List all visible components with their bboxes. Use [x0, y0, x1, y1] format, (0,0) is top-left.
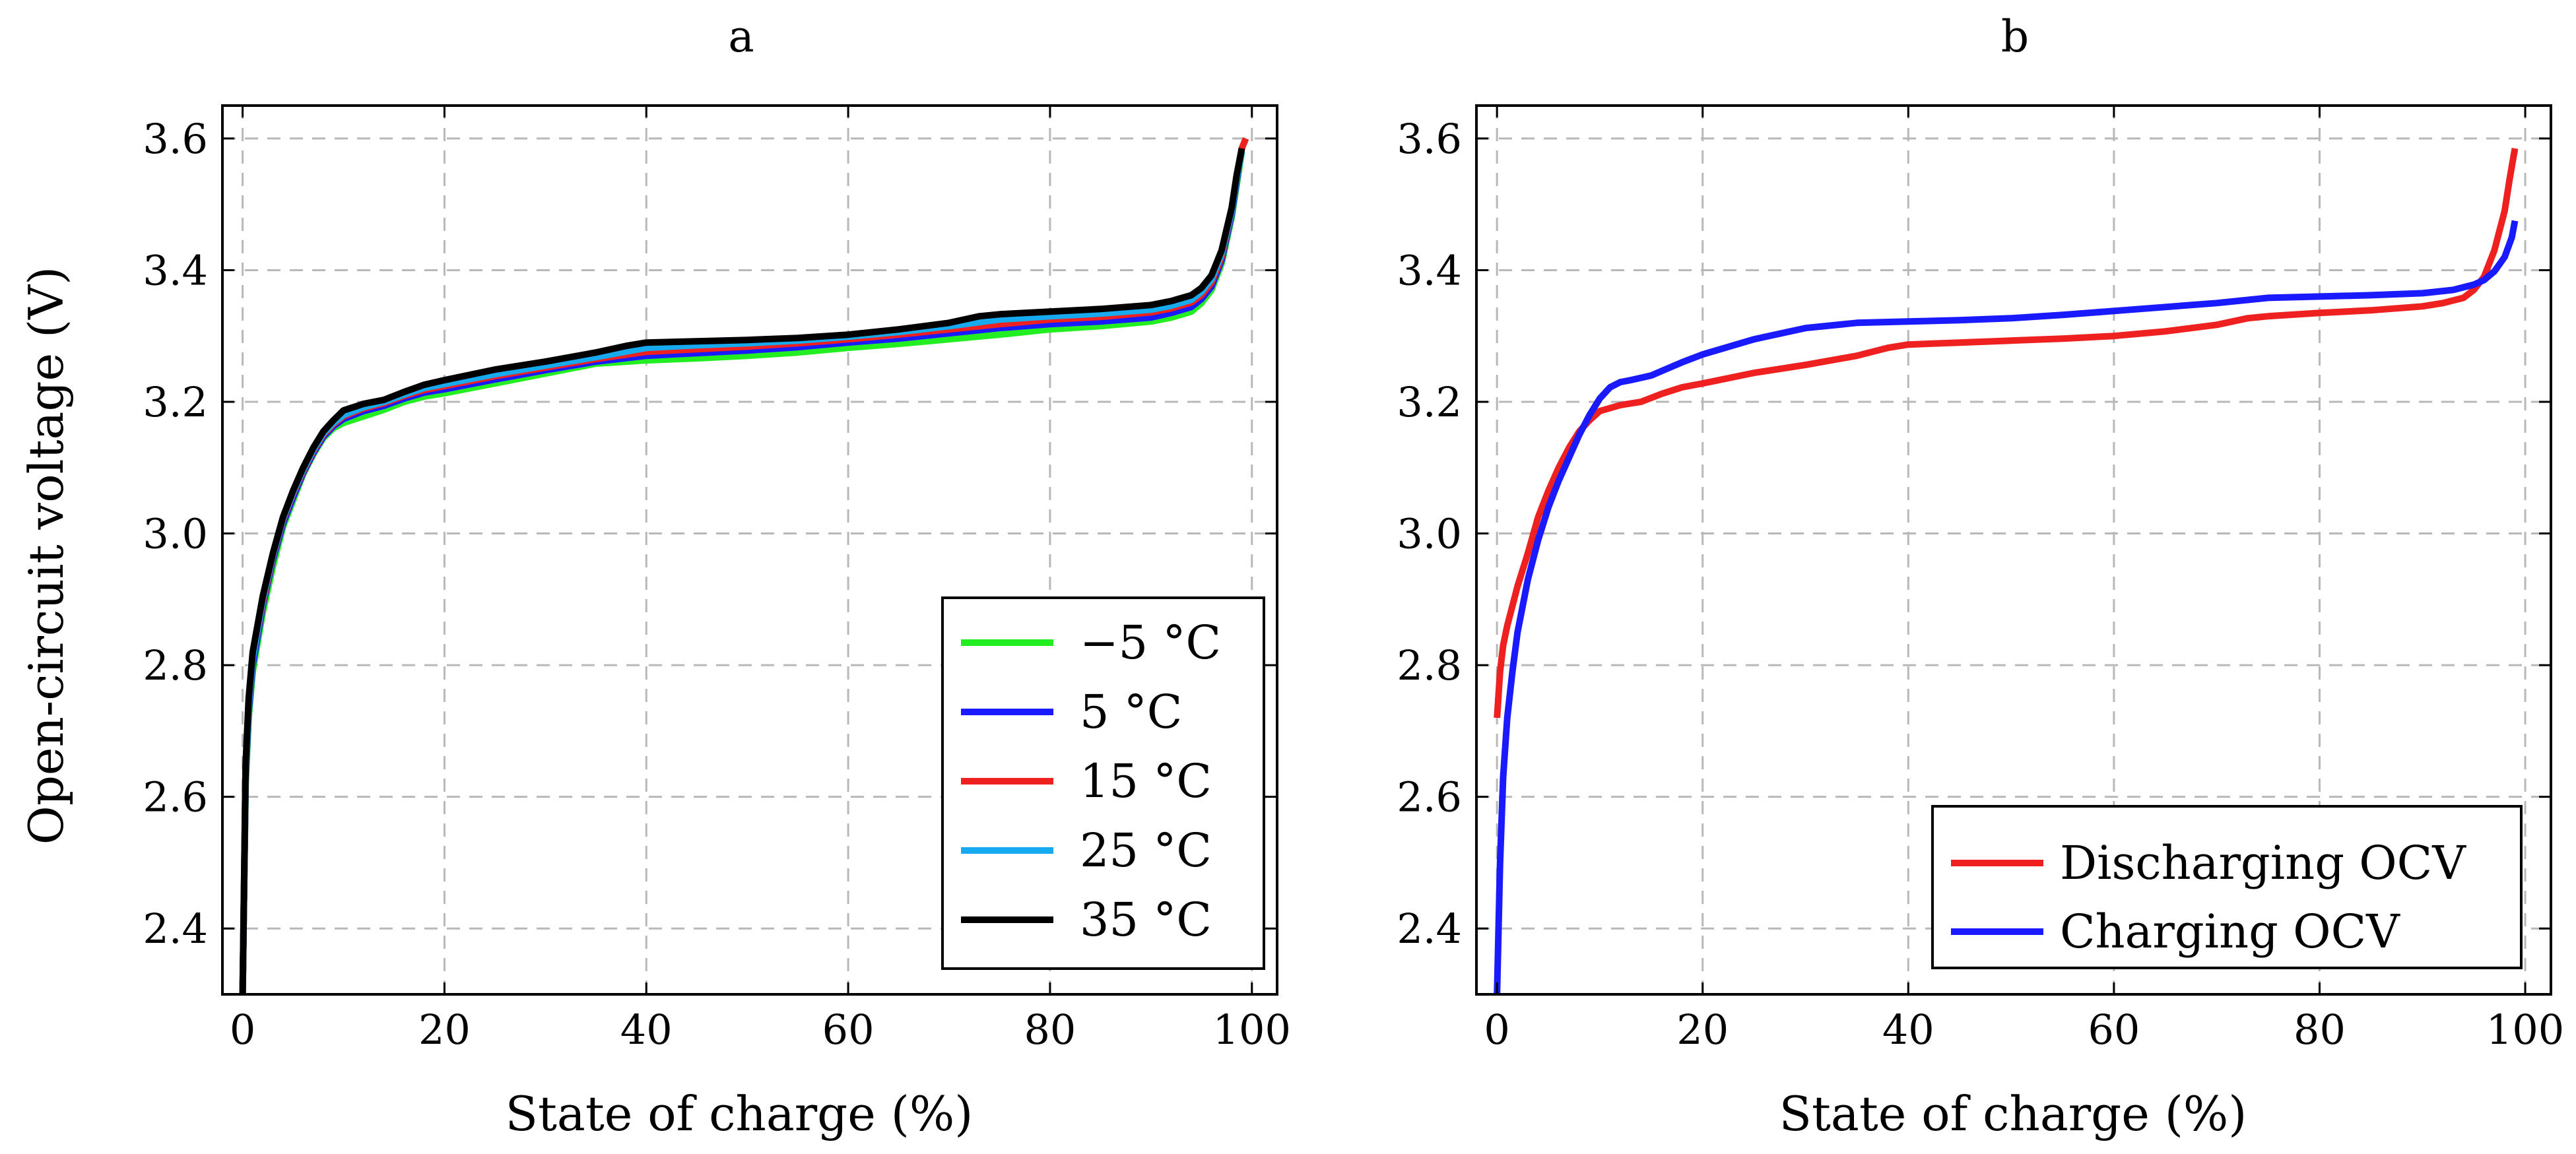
- y-tick-label: 3.0: [143, 510, 208, 558]
- y-tick-label: 2.6: [143, 773, 208, 821]
- x-tick-label: 0: [230, 1006, 255, 1054]
- ticks: 0 20 40 60 80 100 2.4 2.6 2.8 3.0 3.2 3.4 3.6: [143, 106, 1291, 1054]
- legend-label: −5 °C: [1080, 616, 1221, 670]
- x-tick-label: 0: [1484, 1006, 1509, 1054]
- ticks: 0 20 40 60 80 100 2.4 2.6 2.8 3.0 3.2 3.4 3.6: [1397, 106, 2564, 1054]
- series-line: [239, 147, 1245, 995]
- legend-label: 15 °C: [1080, 754, 1212, 808]
- chart-panel-b: b State of charge (%) 0 20 40 60 80 100 2.4 2.6…: [1397, 11, 2564, 1141]
- y-tick-label: 2.6: [1397, 773, 1462, 821]
- x-tick-label: 20: [1676, 1006, 1729, 1054]
- y-tick-label: 3.4: [1397, 246, 1462, 294]
- series-group: [1494, 148, 2519, 995]
- x-tick-label: 80: [1024, 1006, 1076, 1054]
- chart-panel-a: a Open-circuit voltage (V) State of char…: [18, 11, 1291, 1141]
- y-axis-label: Open-circuit voltage (V): [18, 267, 74, 845]
- x-tick-label: 80: [2294, 1006, 2346, 1054]
- chart-title: a: [728, 11, 754, 62]
- series-group: [239, 137, 1249, 995]
- x-tick-label: 40: [1882, 1006, 1934, 1054]
- x-axis-label: State of charge (%): [506, 1086, 974, 1141]
- y-tick-label: 2.8: [143, 641, 208, 689]
- x-tick-label: 60: [822, 1006, 875, 1054]
- legend-label: 35 °C: [1080, 893, 1212, 947]
- x-axis-label: State of charge (%): [1779, 1086, 2247, 1141]
- y-tick-label: 3.0: [1397, 510, 1462, 558]
- x-tick-label: 60: [2088, 1006, 2140, 1054]
- plot-frame: [221, 104, 1278, 996]
- y-tick-label: 3.4: [143, 246, 208, 294]
- legend-label: 5 °C: [1080, 685, 1182, 739]
- series-line: [1494, 220, 2519, 995]
- y-tick-label: 2.8: [1397, 641, 1462, 689]
- y-tick-label: 3.6: [1397, 115, 1462, 163]
- y-tick-label: 3.6: [143, 115, 208, 163]
- x-tick-label: 100: [1213, 1006, 1291, 1054]
- x-tick-label: 20: [418, 1006, 471, 1054]
- chart-title: b: [2001, 11, 2029, 62]
- y-tick-label: 3.2: [143, 378, 208, 426]
- x-tick-label: 100: [2486, 1006, 2564, 1054]
- series-line: [1494, 148, 2519, 719]
- plot-frame: [1475, 104, 2552, 996]
- y-tick-label: 2.4: [1397, 905, 1462, 953]
- legend-label: Charging OCV: [2060, 905, 2400, 959]
- legend-label: Discharging OCV: [2060, 836, 2466, 890]
- y-tick-label: 2.4: [143, 905, 208, 953]
- legend: Discharging OCV Charging OCV: [1931, 805, 2523, 969]
- legend-label: 25 °C: [1080, 823, 1212, 878]
- legend-box: [1931, 805, 2523, 969]
- y-tick-label: 3.2: [1397, 378, 1462, 426]
- x-tick-label: 40: [620, 1006, 673, 1054]
- legend: −5 °C 5 °C 15 °C 25 °C 35 °C: [941, 596, 1265, 970]
